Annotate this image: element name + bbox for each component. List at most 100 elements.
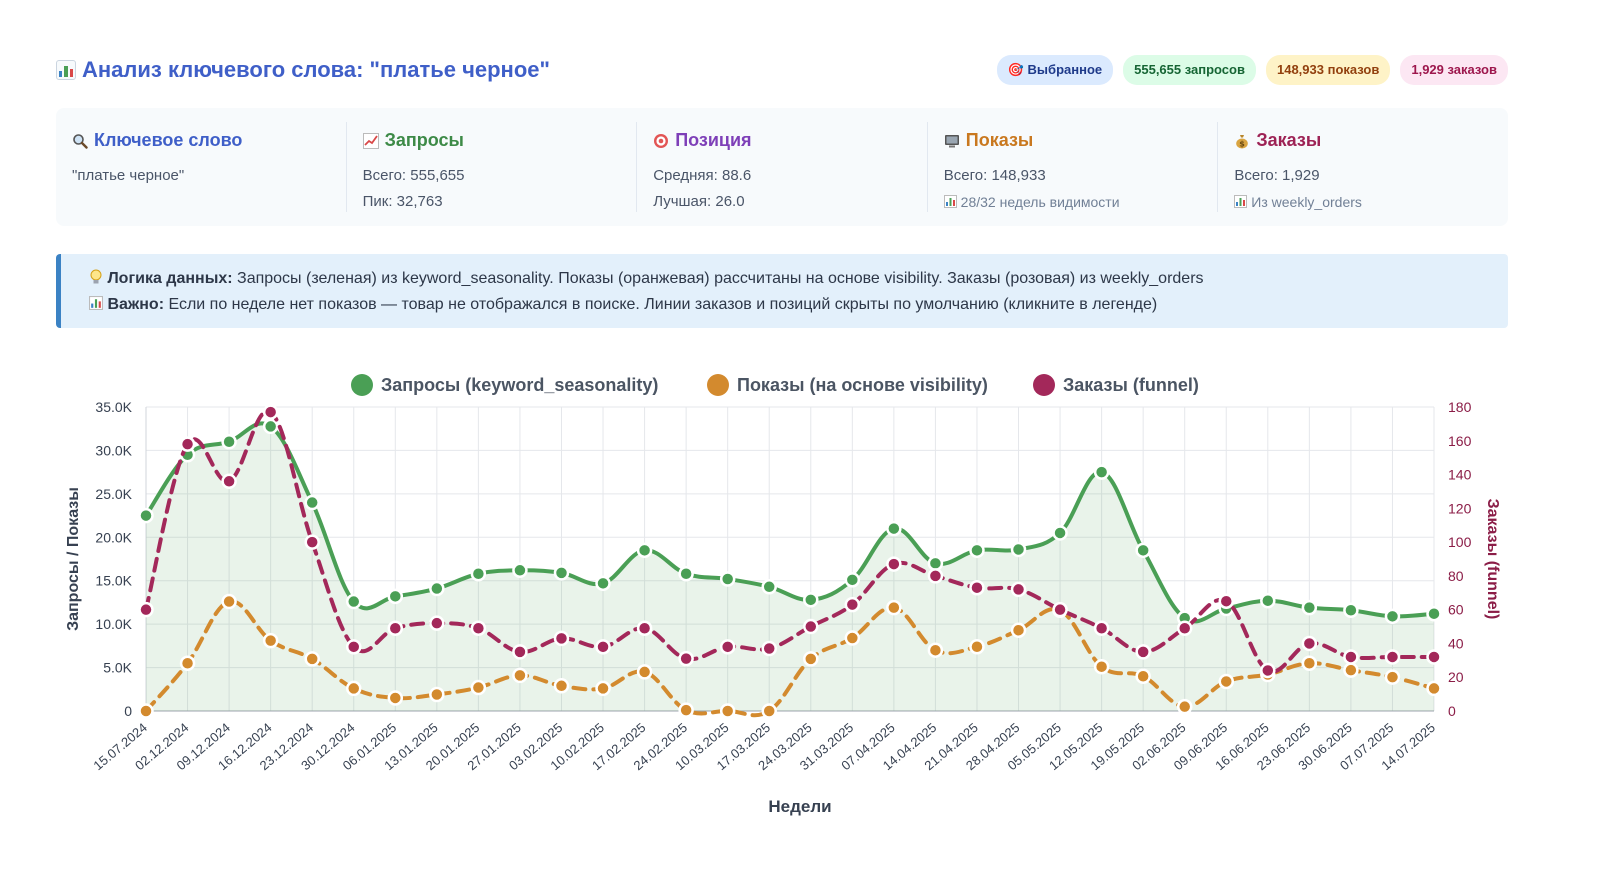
money-bag-icon: $ [1234, 133, 1250, 149]
legend-marker [351, 374, 373, 396]
stat-orders: $ Заказы Всего: 1,929 Из weekly_orders [1217, 122, 1508, 212]
data-point [886, 599, 902, 616]
line-chart: 0 5.0K 10.0K 15.0K 20.0K 25.0K 30.0K 35.0K 0 20 40… [65, 374, 1501, 816]
data-point [678, 566, 694, 582]
data-point [1093, 464, 1110, 480]
info-box: Логика данных: Запросы (зеленая) из keyw… [56, 254, 1508, 328]
data-point [304, 494, 320, 511]
monitor-icon [944, 133, 960, 149]
data-point [927, 555, 944, 572]
data-point [1301, 655, 1318, 671]
orders-badge: 1,929 заказов [1400, 55, 1508, 85]
data-point [1052, 525, 1068, 541]
data-point [553, 678, 570, 694]
data-point [886, 556, 902, 572]
legend-item[interactable]: Показы (на основе visibility) [707, 374, 988, 396]
data-point [1010, 622, 1027, 638]
legend-item[interactable]: Заказы (funnel) [1033, 374, 1199, 396]
data-point [1135, 668, 1151, 685]
x-axis-title: Недели [768, 797, 831, 816]
y-tick-label-right: 60 [1448, 602, 1464, 618]
data-point [138, 703, 154, 719]
legend-label: Заказы (funnel) [1063, 375, 1199, 395]
stat-impressions: Показы Всего: 148,933 28/32 недель видим… [926, 122, 1218, 212]
favorite-badge[interactable]: 🎯 Выбранное [996, 55, 1114, 85]
legend-label: Показы (на основе visibility) [737, 375, 988, 395]
data-point [1176, 620, 1193, 636]
stat-position-avg: Средняя: 88.6 [653, 167, 752, 184]
chart-container: 0 5.0K 10.0K 15.0K 20.0K 25.0K 30.0K 35.0K 0 20 40… [56, 350, 1546, 870]
summary-badges: 🎯 Выбранное 555,655 запросов 148,933 пок… [996, 55, 1508, 85]
stat-orders-note-text: Из weekly_orders [1251, 194, 1362, 210]
impressions-badge: 148,933 показов [1265, 55, 1391, 85]
data-point [1010, 541, 1027, 558]
lightbulb-icon [89, 268, 103, 284]
stat-keyword-value: "платье черное" [72, 167, 185, 184]
data-point [387, 620, 404, 636]
data-point [345, 593, 362, 610]
y-tick-label-right: 180 [1448, 399, 1472, 415]
stat-keyword: Ключевое слово "платье черное" [56, 122, 346, 212]
data-point [1426, 605, 1442, 622]
data-point [512, 644, 528, 660]
data-point [636, 664, 653, 680]
y-axis-title-right: Заказы (funnel) [1484, 499, 1501, 620]
data-point [761, 640, 777, 657]
data-point [1176, 698, 1193, 715]
data-point [221, 593, 237, 610]
data-point [969, 579, 985, 596]
y-tick-label-right: 120 [1448, 500, 1472, 516]
y-tick-label-right: 160 [1448, 433, 1472, 449]
data-point [429, 686, 445, 703]
stat-requests-title: Запросы [384, 130, 464, 150]
magnifier-icon [72, 133, 88, 149]
bar-chart-icon [56, 60, 76, 80]
data-point [719, 703, 736, 719]
data-point [304, 651, 320, 667]
y-tick-label-left: 15.0K [95, 573, 132, 589]
trend-icon [362, 132, 379, 149]
data-point [512, 667, 528, 684]
y-axis-title-left: Запросы / Показы [65, 487, 82, 631]
legend-item[interactable]: Запросы (keyword_seasonality) [351, 374, 658, 396]
legend-label: Запросы (keyword_seasonality) [381, 375, 658, 395]
data-point [1384, 649, 1401, 665]
data-point [761, 703, 777, 719]
stat-orders-note: Из weekly_orders [1234, 189, 1492, 215]
data-point [470, 566, 487, 582]
data-point [262, 632, 279, 649]
info-logic-label: Логика данных: [107, 270, 233, 287]
data-point [138, 601, 154, 618]
data-point [636, 542, 653, 559]
y-tick-label-left: 5.0K [103, 660, 132, 676]
data-point [1052, 601, 1068, 618]
bar-chart-small-icon [943, 190, 957, 208]
info-important-label: Важно: [107, 296, 165, 313]
y-tick-label-left: 10.0K [95, 616, 132, 632]
data-point [803, 592, 819, 608]
data-point [1343, 649, 1359, 665]
stat-keyword-title: Ключевое слово [94, 130, 243, 150]
data-point [719, 639, 736, 655]
legend-marker [1033, 374, 1055, 396]
data-point [844, 630, 861, 646]
stat-impressions-title: Показы [965, 130, 1034, 150]
data-point [1426, 680, 1442, 697]
y-tick-label-left: 25.0K [95, 486, 132, 502]
target-icon [653, 133, 669, 149]
data-point [1093, 620, 1110, 636]
bar-chart-small-icon [89, 293, 103, 310]
data-point [886, 520, 902, 537]
data-point [719, 571, 736, 587]
data-point [221, 473, 237, 490]
stats-panel: Ключевое слово "платье черное" Запросы В… [56, 108, 1508, 226]
info-important-text: Если по неделе нет показов — товар не от… [164, 296, 1158, 313]
data-point [678, 702, 694, 718]
page-title-text: Анализ ключевого слова: "платье черное" [82, 57, 550, 82]
data-point [470, 679, 487, 696]
data-point [345, 639, 362, 655]
data-point [1384, 608, 1401, 625]
y-tick-label-right: 80 [1448, 568, 1464, 584]
data-point [221, 433, 237, 450]
data-point [1301, 599, 1318, 616]
